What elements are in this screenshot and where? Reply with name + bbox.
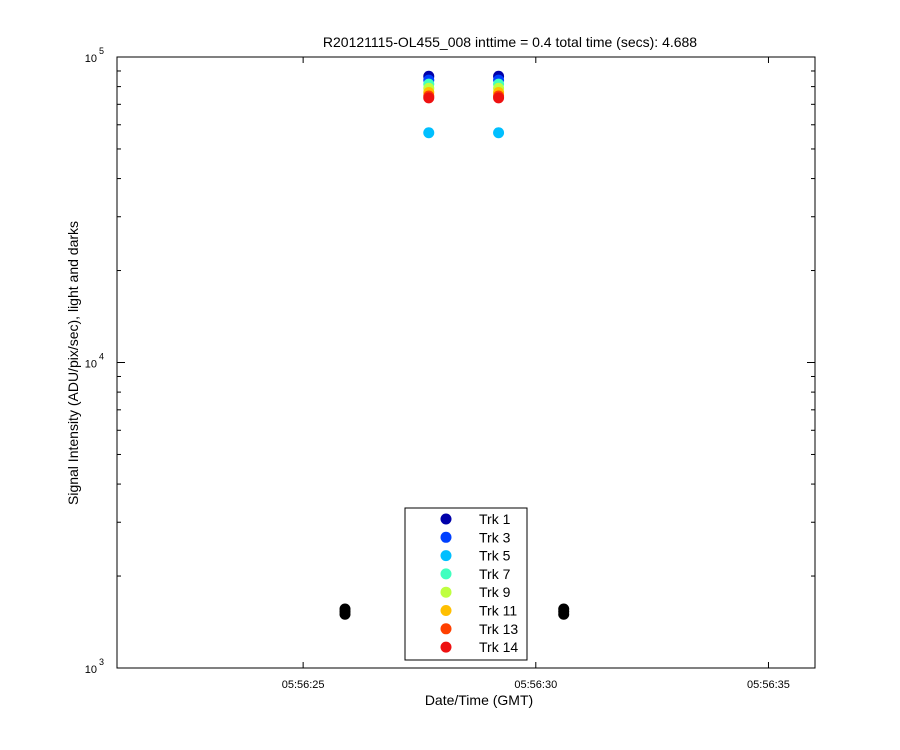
data-points: [423, 70, 505, 139]
dark-point: [339, 603, 351, 615]
series-point: [493, 92, 505, 104]
x-axis-label: Date/Time (GMT): [425, 692, 533, 708]
dark-point: [558, 603, 570, 615]
legend-marker: [440, 513, 452, 525]
legend-marker: [440, 550, 452, 562]
legend-entry: Trk 5: [479, 548, 511, 564]
series-point: [493, 127, 505, 139]
dark-points: [339, 603, 570, 620]
y-axis-label: Signal Intensity (ADU/pix/sec), light an…: [65, 221, 81, 505]
y-tick-exponent: 3: [99, 657, 104, 667]
legend-entry: Trk 7: [479, 566, 511, 582]
y-tick-label: 10: [85, 664, 97, 676]
legend-marker: [440, 605, 452, 616]
series-point: [423, 92, 435, 104]
legend-marker: [440, 586, 452, 598]
legend-marker: [440, 623, 452, 635]
legend-entry: Trk 11: [479, 603, 517, 619]
y-tick-exponent: 5: [99, 46, 104, 56]
chart-title: R20121115-OL455_008 inttime = 0.4 total …: [323, 34, 697, 50]
x-tick-label: 05:56:35: [747, 679, 790, 691]
legend-box: [404, 507, 528, 661]
series-point: [423, 127, 435, 139]
y-tick-exponent: 4: [99, 352, 104, 362]
legend-entry: Trk 9: [479, 584, 511, 600]
x-tick-label: 05:56:25: [282, 679, 325, 691]
legend-marker: [440, 568, 452, 580]
legend-entry: Trk 1: [479, 511, 511, 527]
legend: Trk 1 Trk 3 Trk 5 Trk 7 Trk 9 Trk 11 Trk 13 Trk…: [404, 507, 528, 661]
y-tick-label: 10: [85, 359, 97, 371]
legend-marker: [440, 531, 452, 543]
legend-entry: Trk 13: [479, 621, 518, 637]
legend-entry: Trk 14: [479, 639, 518, 655]
legend-marker: [440, 641, 452, 653]
x-tick-label: 05:56:30: [514, 679, 557, 691]
y-tick-label: 10: [85, 53, 97, 65]
legend-entry: Trk 3: [479, 529, 511, 545]
